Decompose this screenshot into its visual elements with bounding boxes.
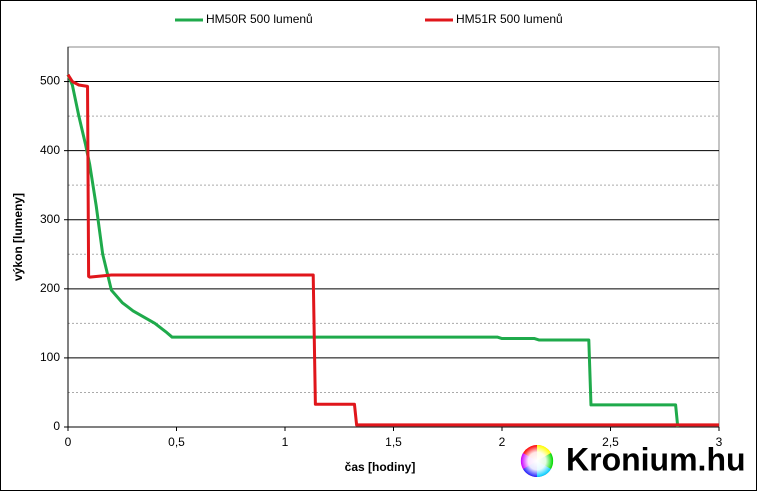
x-axis-title: čas [hodiny] xyxy=(345,460,416,474)
y-tick-label: 500 xyxy=(40,74,60,88)
x-tick-label: 3 xyxy=(716,435,723,449)
logo: Kronium.hu xyxy=(520,441,746,477)
y-axis-title: výkon [lumeny] xyxy=(11,193,25,281)
logo-center xyxy=(521,445,553,477)
legend-label: HM50R 500 lumenů xyxy=(206,12,313,26)
x-tick-label: 1 xyxy=(282,435,289,449)
x-tick-label: 1,5 xyxy=(385,435,402,449)
y-tick-label: 300 xyxy=(40,212,60,226)
x-tick-label: 0 xyxy=(65,435,72,449)
y-tick-label: 400 xyxy=(40,143,60,157)
series-line xyxy=(66,73,719,427)
watermark: Kronium.hu xyxy=(566,441,746,477)
y-tick-label: 0 xyxy=(53,419,60,433)
x-tick-label: 0,5 xyxy=(168,435,185,449)
x-tick-label: 2 xyxy=(499,435,506,449)
legend-label: HM51R 500 lumenů xyxy=(456,12,563,26)
y-tick-label: 200 xyxy=(40,281,60,295)
y-tick-label: 100 xyxy=(40,350,60,364)
x-tick-label: 2,5 xyxy=(602,435,619,449)
